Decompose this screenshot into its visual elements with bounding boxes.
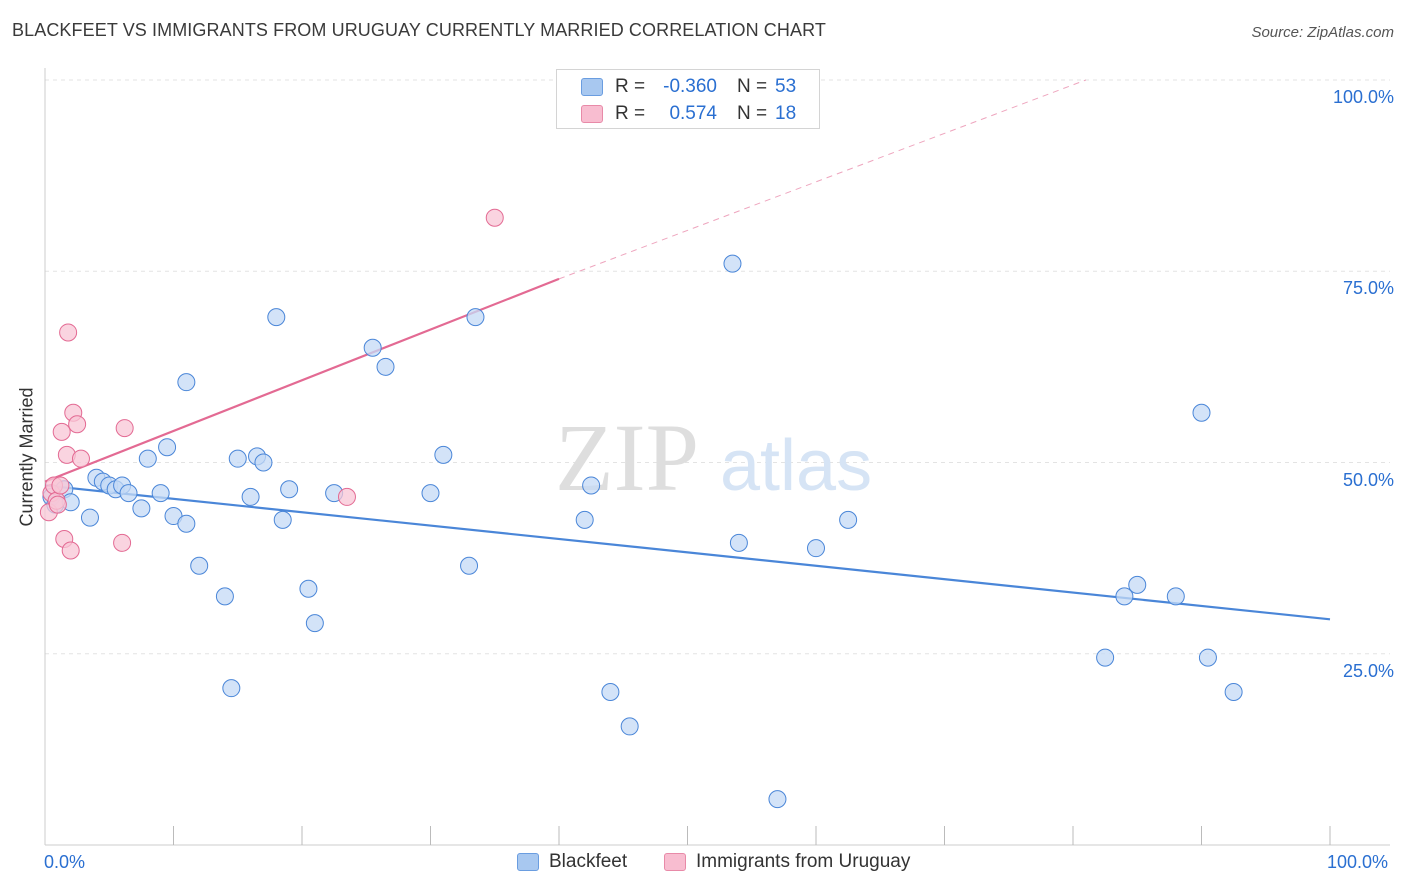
point-uruguay	[115, 419, 134, 438]
point-blackfeet	[601, 683, 620, 701]
chart-title: BLACKFEET VS IMMIGRANTS FROM URUGUAY CUR…	[12, 20, 826, 40]
series-legend-blackfeet[interactable]: Blackfeet	[517, 851, 627, 873]
point-blackfeet	[466, 308, 485, 327]
watermark-zip: ZIP	[555, 404, 699, 511]
legend-n-label: N =	[737, 76, 768, 97]
point-blackfeet	[254, 453, 273, 472]
axes	[44, 68, 1390, 846]
legend-r-label: R =	[615, 103, 646, 124]
point-uruguay	[61, 541, 80, 560]
y-tick-label: 50.0%	[1342, 469, 1394, 490]
point-blackfeet	[1115, 587, 1134, 606]
legend-r-label: R =	[615, 76, 646, 97]
y-tick-label: 75.0%	[1342, 278, 1394, 299]
series-legend-uruguay[interactable]: Immigrants from Uruguay	[664, 851, 910, 873]
y-axis-title: Currently Married	[16, 387, 37, 527]
legend-swatch-blackfeet	[581, 78, 603, 96]
point-blackfeet	[582, 476, 601, 495]
trend-line-1	[44, 277, 560, 483]
point-blackfeet	[376, 357, 395, 376]
point-blackfeet	[723, 254, 742, 273]
point-blackfeet	[421, 484, 440, 503]
point-blackfeet	[158, 438, 177, 457]
point-blackfeet	[575, 510, 594, 529]
point-blackfeet	[222, 679, 241, 698]
y-tick-label: 100.0%	[1332, 87, 1394, 107]
x-axis-min-label: 0.0%	[44, 852, 86, 872]
legend-n-value: 53	[775, 76, 797, 97]
correlation-legend: R = -0.360 N = 53 R = 0.574 N = 18	[556, 69, 820, 129]
point-blackfeet	[138, 449, 157, 468]
point-uruguay	[48, 495, 67, 514]
series-label-blackfeet: Blackfeet	[549, 851, 628, 872]
point-blackfeet	[273, 510, 292, 529]
point-blackfeet	[241, 487, 260, 506]
point-blackfeet	[1198, 648, 1217, 667]
point-uruguay	[71, 449, 90, 468]
trend-extension-1	[558, 79, 1087, 280]
point-blackfeet	[620, 717, 639, 736]
point-uruguay	[52, 422, 71, 441]
point-uruguay	[59, 323, 78, 342]
gridlines	[45, 79, 1390, 655]
point-blackfeet	[119, 484, 138, 503]
point-uruguay	[485, 208, 504, 227]
watermark: ZIP atlas	[555, 404, 872, 511]
point-blackfeet	[807, 539, 825, 558]
legend-n-value: 18	[775, 103, 797, 124]
legend-r-value: -0.360	[663, 76, 717, 97]
legend-r-value: 0.574	[669, 103, 717, 124]
y-tick-label: 25.0%	[1342, 660, 1394, 681]
series-swatch-uruguay	[664, 853, 686, 871]
point-blackfeet	[1166, 587, 1185, 606]
point-blackfeet	[305, 614, 324, 633]
point-blackfeet	[839, 510, 858, 529]
trend-lines	[44, 79, 1331, 621]
point-blackfeet	[1224, 683, 1243, 701]
series-legend: Blackfeet Immigrants from Uruguay	[0, 851, 1406, 877]
x-axis-max-label: 100.0%	[1327, 852, 1389, 872]
point-blackfeet	[363, 338, 382, 357]
point-blackfeet	[280, 480, 299, 499]
series-label-uruguay: Immigrants from Uruguay	[696, 851, 911, 872]
watermark-atlas: atlas	[720, 426, 872, 506]
series-swatch-blackfeet	[517, 853, 539, 871]
point-blackfeet	[729, 533, 748, 552]
point-uruguay	[68, 415, 87, 434]
point-uruguay	[337, 487, 356, 506]
legend-swatch-uruguay	[581, 105, 603, 123]
point-blackfeet	[177, 373, 196, 392]
point-blackfeet	[267, 308, 286, 327]
point-blackfeet	[190, 556, 209, 575]
point-blackfeet	[215, 587, 234, 606]
source-label: Source: ZipAtlas.com	[1251, 24, 1394, 41]
point-blackfeet	[1192, 403, 1211, 422]
point-blackfeet	[434, 445, 453, 464]
point-uruguay	[113, 533, 132, 552]
legend-n-label: N =	[737, 103, 768, 124]
point-blackfeet	[1096, 648, 1115, 667]
point-blackfeet	[228, 449, 247, 468]
point-blackfeet	[299, 579, 318, 598]
point-blackfeet	[151, 484, 170, 503]
point-blackfeet	[80, 508, 99, 527]
data-points	[39, 208, 1243, 809]
point-uruguay	[51, 476, 70, 495]
point-blackfeet	[768, 790, 787, 809]
point-blackfeet	[1128, 575, 1147, 594]
point-blackfeet	[177, 514, 196, 533]
point-blackfeet	[132, 499, 151, 518]
point-blackfeet	[460, 556, 479, 575]
